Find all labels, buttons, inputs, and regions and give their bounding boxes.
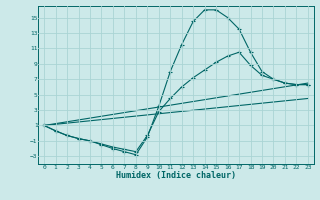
X-axis label: Humidex (Indice chaleur): Humidex (Indice chaleur) bbox=[116, 171, 236, 180]
